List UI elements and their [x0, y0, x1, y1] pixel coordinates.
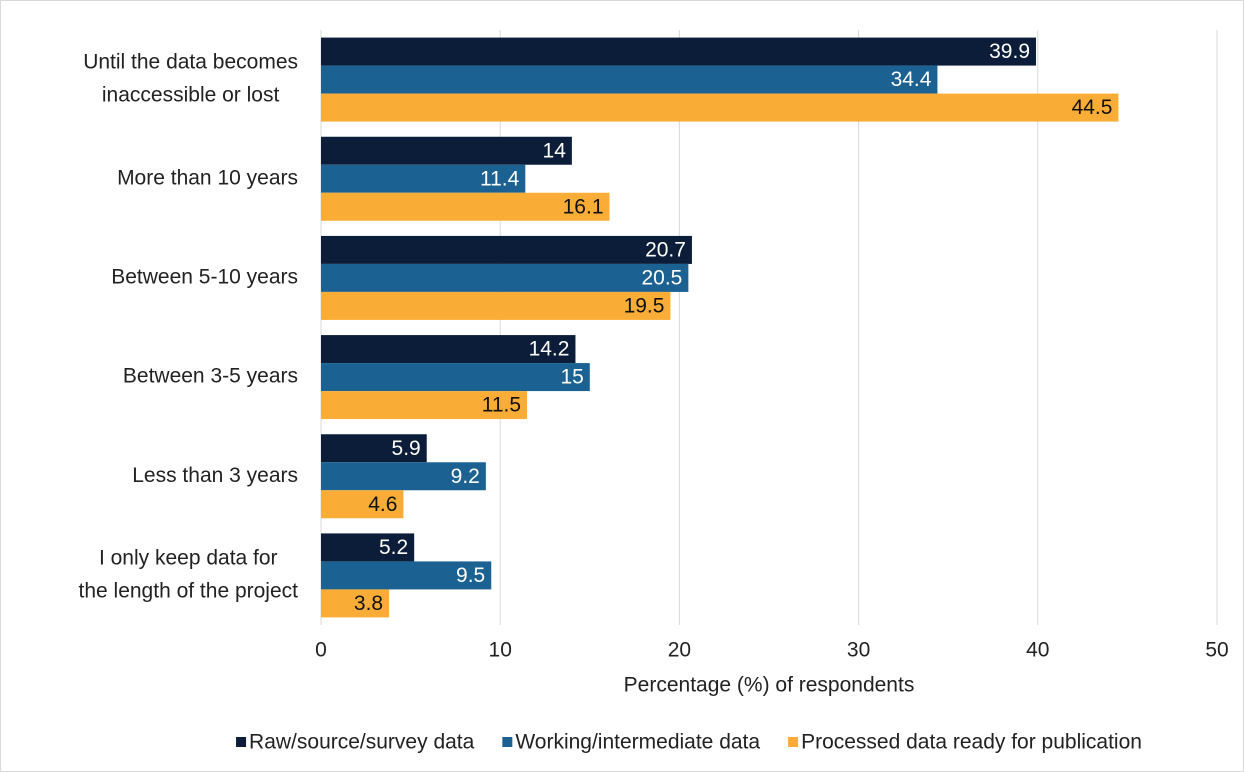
bar: [321, 490, 404, 519]
bar: [321, 462, 486, 491]
bar: [321, 263, 689, 292]
value-label: 5.9: [392, 437, 421, 460]
bar: [321, 533, 415, 562]
x-tick-label: 30: [847, 639, 870, 662]
y-tick-label: Between 5-10 years: [111, 265, 298, 288]
value-label: 39.9: [989, 40, 1030, 63]
bar: [321, 37, 1037, 66]
legend-swatch: [502, 737, 513, 747]
bar: [321, 93, 1119, 122]
bar: [321, 164, 526, 193]
x-tick-label: 0: [315, 639, 327, 662]
x-tick-label: 50: [1205, 639, 1228, 662]
y-tick-label: inaccessible or lost: [102, 84, 280, 107]
y-tick-label: I only keep data for: [99, 546, 278, 569]
value-label: 16.1: [563, 195, 604, 218]
x-tick-label: 20: [668, 639, 691, 662]
y-tick-label: Between 3-5 years: [123, 365, 298, 388]
value-label: 20.7: [645, 238, 686, 261]
bar: [321, 363, 590, 392]
bar: [321, 192, 610, 221]
bar: [321, 434, 427, 463]
bar: [321, 391, 528, 420]
legend-label: Raw/source/survey data: [249, 731, 475, 754]
value-label: 9.2: [451, 465, 480, 488]
legend-label: Working/intermediate data: [515, 731, 760, 754]
value-label: 9.5: [456, 564, 485, 587]
legend-label: Processed data ready for publication: [801, 731, 1142, 754]
legend-swatch: [236, 737, 247, 747]
y-tick-label: More than 10 years: [117, 166, 298, 189]
bar: [321, 235, 692, 264]
value-label: 20.5: [641, 266, 682, 289]
bar: [321, 65, 938, 94]
value-label: 4.6: [368, 493, 397, 516]
y-tick-label: the length of the project: [79, 579, 299, 602]
value-label: 11.5: [482, 394, 521, 417]
value-label: 15: [560, 366, 583, 389]
bar: [321, 291, 671, 320]
legend-swatch: [788, 737, 799, 747]
x-axis-title: Percentage (%) of respondents: [624, 674, 915, 697]
bar: [321, 335, 576, 364]
x-tick-label: 10: [489, 639, 512, 662]
value-label: 3.8: [354, 592, 383, 615]
x-tick-label: 40: [1026, 639, 1049, 662]
value-label: 14.2: [529, 338, 570, 361]
bar: [321, 589, 390, 618]
bar: [321, 136, 572, 165]
y-tick-label: Until the data becomes: [83, 51, 298, 74]
y-tick-label: Less than 3 years: [132, 464, 298, 487]
value-label: 34.4: [891, 68, 932, 91]
value-label: 19.5: [624, 294, 665, 317]
value-label: 5.2: [379, 536, 408, 559]
value-label: 14: [543, 139, 567, 162]
value-label: 44.5: [1072, 96, 1113, 119]
bar: [321, 561, 492, 590]
value-label: 11.4: [480, 167, 520, 190]
